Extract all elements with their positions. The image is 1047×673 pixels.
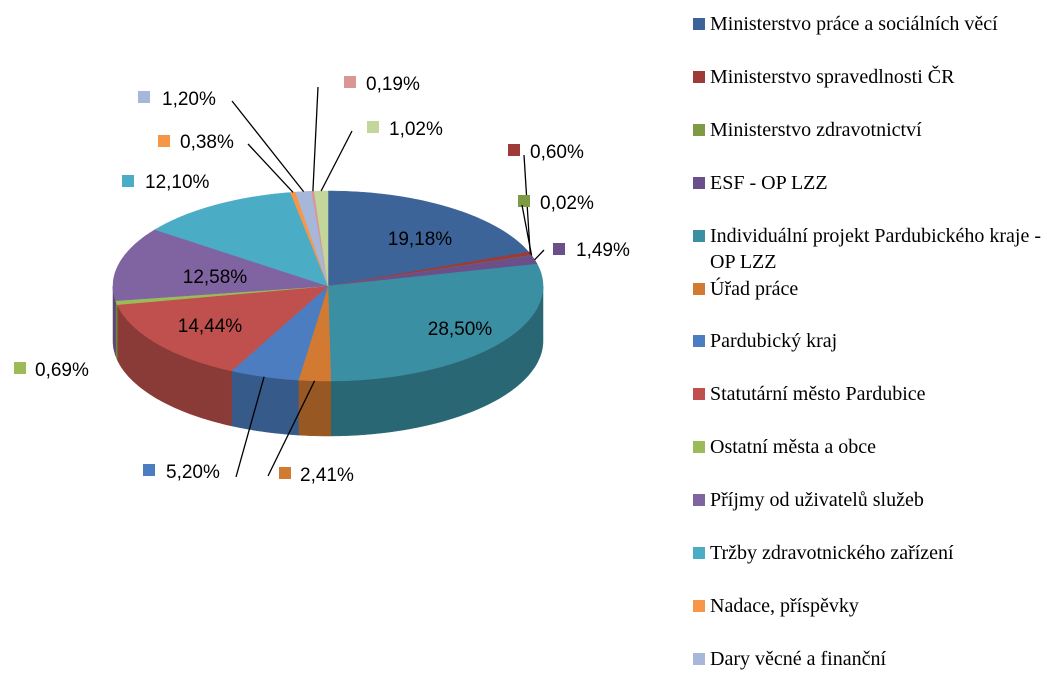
data-label: 0,69% — [35, 360, 89, 381]
label-swatch — [279, 467, 291, 479]
legend-swatch — [693, 547, 705, 559]
leader-line — [267, 380, 316, 477]
slice-side — [298, 379, 332, 437]
legend-label: Úřad práce — [710, 277, 799, 300]
legend: Ministerstvo práce a sociálních věcí Mini… — [693, 0, 1047, 673]
legend-item: Ostatní města a obce — [693, 434, 1043, 460]
legend-swatch — [693, 282, 705, 295]
label-swatch — [508, 144, 520, 156]
leader-line — [320, 130, 353, 192]
label-swatch — [138, 91, 150, 103]
leader-line — [521, 204, 533, 256]
slice — [231, 285, 329, 381]
legend-swatch — [693, 176, 705, 189]
legend-item: Individuální projekt Pardubického kraje … — [693, 223, 1043, 275]
leader-line — [247, 143, 294, 193]
legend-swatch — [693, 652, 705, 665]
legend-swatch — [693, 335, 705, 348]
legend-item: Ministerstvo spravedlnosti ČR — [693, 64, 1043, 90]
data-label: 1,20% — [162, 89, 216, 110]
legend-swatch — [693, 388, 705, 401]
data-label: 0,19% — [366, 74, 420, 95]
legend-label: Tržby zdravotnického zařízení — [710, 542, 954, 564]
leader-line — [231, 100, 305, 193]
legend-swatch — [693, 70, 705, 83]
legend-swatch — [693, 494, 705, 507]
legend-label: Ministerstvo práce a sociálních věcí — [710, 13, 998, 35]
slice — [154, 192, 329, 287]
legend-label: Ostatní města a obce — [710, 436, 877, 459]
legend-label: Ministerstvo spravedlnosti ČR — [710, 65, 955, 88]
legend-item: Statutární město Pardubice — [693, 381, 1043, 407]
chart: 19,18% 0,60% 0,02% 1,49% 28,50% 2,41% 5,20% 14,… — [14, 74, 630, 486]
data-label: 14,44% — [178, 316, 243, 337]
legend-label: Příjmy od uživatelů služeb — [710, 489, 924, 512]
legend-swatch — [693, 229, 705, 242]
legend-item: Nadace, příspěvky — [693, 593, 1043, 619]
label-swatch — [553, 243, 565, 255]
data-label: 0,60% — [530, 142, 584, 163]
data-label: 19,18% — [388, 229, 453, 250]
legend-item: Dary věcné a finanční — [693, 646, 1043, 672]
data-label: 2,41% — [300, 465, 354, 486]
label-swatch — [158, 135, 170, 147]
leader-line — [235, 376, 265, 478]
data-label: 28,50% — [428, 319, 493, 340]
legend-label: Nadace, příspěvky — [710, 594, 859, 617]
legend-swatch — [693, 599, 705, 612]
data-label: 5,20% — [166, 462, 220, 483]
legend-swatch — [693, 441, 705, 454]
legend-item: Ministerstvo zdravotnictví — [693, 117, 1043, 143]
data-label: 0,02% — [540, 193, 594, 214]
leader-line — [312, 86, 319, 192]
slice — [116, 285, 329, 372]
legend-swatch — [693, 18, 705, 30]
legend-label: Ministerstvo zdravotnictví — [710, 118, 922, 141]
legend-item: Tržby zdravotnického zařízení — [693, 540, 1043, 566]
label-swatch — [367, 121, 379, 133]
label-swatch — [143, 464, 155, 476]
data-label: 0,38% — [180, 132, 234, 153]
slice — [327, 263, 544, 382]
legend-label: Dary věcné a finanční — [710, 647, 887, 670]
legend-label: Pardubický kraj — [710, 330, 838, 353]
label-swatch — [14, 362, 26, 374]
leader-line — [534, 249, 545, 261]
data-label: 12,10% — [145, 172, 210, 193]
label-swatch — [122, 175, 134, 187]
data-label: 1,49% — [576, 240, 630, 261]
legend-item: Ministerstvo práce a sociálních věcí — [693, 11, 1043, 37]
legend-item: ESF - OP LZZ — [693, 170, 1043, 196]
slice-side — [231, 370, 299, 436]
legend-item: Úřad práce — [693, 276, 1043, 302]
data-label: 1,02% — [389, 119, 443, 140]
slice — [327, 190, 530, 287]
slice — [112, 229, 329, 301]
legend-item: Příjmy od uživatelů služeb — [693, 487, 1043, 513]
legend-label: ESF - OP LZZ — [710, 171, 828, 194]
data-label: 12,58% — [183, 267, 248, 288]
label-swatch — [518, 195, 530, 207]
legend-label: Individuální projekt Pardubického kraje … — [710, 224, 1042, 273]
label-swatch — [344, 76, 356, 88]
legend-item: Pardubický kraj — [693, 328, 1043, 354]
legend-label: Statutární město Pardubice — [710, 383, 926, 406]
legend-swatch — [693, 123, 705, 136]
